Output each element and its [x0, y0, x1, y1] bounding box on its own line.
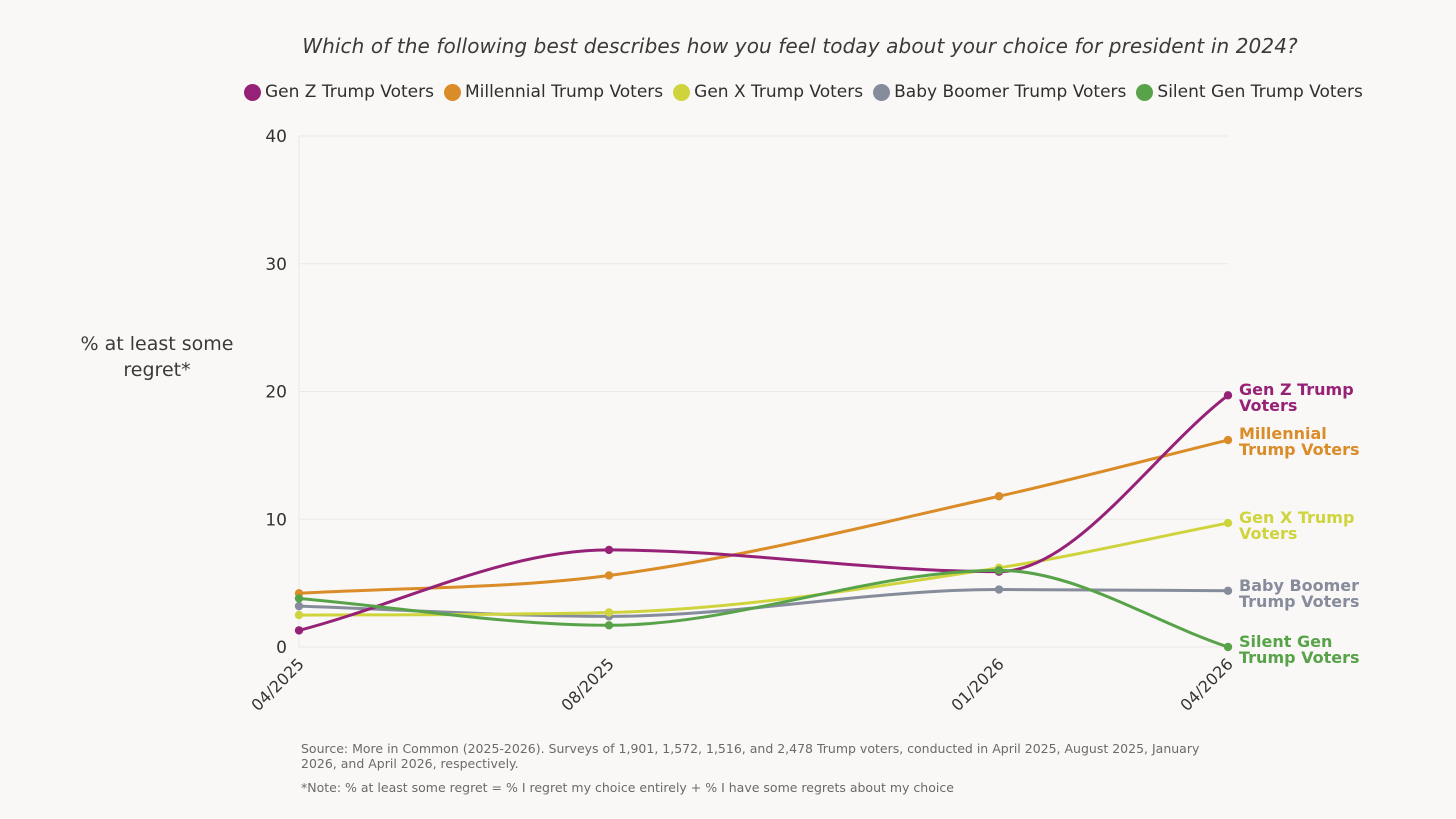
series-line-baby-boomer-trump-voters [297, 588, 1230, 618]
end-label-gen-x-trump-voters: Voters [1239, 524, 1297, 543]
data-point-baby-boomer-trump-voters [294, 601, 304, 611]
end-label-baby-boomer-trump-voters: Trump Voters [1239, 592, 1360, 611]
data-point-gen-z-trump-voters [1223, 391, 1233, 400]
end-label-gen-x-trump-voters: Gen X Trump [1239, 508, 1354, 527]
end-label-gen-z-trump-voters: Voters [1239, 396, 1297, 415]
legend-item-gen-z-trump-voters: Gen Z Trump Voters [244, 82, 434, 102]
legend-swatch [873, 83, 891, 101]
data-point-gen-x-trump-voters [1223, 518, 1233, 528]
legend-label: Gen X Trump Voters [694, 82, 864, 102]
chart-legend: Gen Z Trump Voters Millennial Trump Voter… [244, 82, 1363, 102]
series-line-silent-gen-trump-voters [297, 568, 1230, 649]
y-tick-label: 30 [265, 255, 287, 275]
data-point-millennial-trump-voters [994, 492, 1004, 501]
source-note: Source: More in Common (2025-2026). Surv… [301, 741, 1200, 771]
y-tick-label: 0 [276, 638, 287, 658]
y-tick-label: 10 [265, 510, 287, 530]
series-line-gen-x-trump-voters [297, 521, 1230, 617]
legend-swatch [443, 83, 461, 101]
legend-label: Baby Boomer Trump Voters [894, 82, 1127, 102]
y-tick-label: 40 [265, 127, 287, 147]
x-tick-label: 01/2026 [947, 654, 1007, 714]
x-tick-label: 04/2025 [247, 654, 307, 714]
data-point-gen-z-trump-voters [604, 545, 614, 555]
data-point-silent-gen-trump-voters [1223, 642, 1233, 652]
data-point-silent-gen-trump-voters [294, 594, 304, 603]
data-point-silent-gen-trump-voters [604, 621, 614, 630]
y-axis-label: % at least some regret* [80, 333, 234, 381]
chart-title: Which of the following best describes ho… [302, 34, 1298, 58]
data-point-baby-boomer-trump-voters [1223, 586, 1233, 595]
end-label-silent-gen-trump-voters: Silent Gen [1239, 632, 1332, 651]
legend-label: Silent Gen Trump Voters [1157, 82, 1363, 102]
legend-item-silent-gen-trump-voters: Silent Gen Trump Voters [1136, 82, 1363, 102]
end-label-baby-boomer-trump-voters: Baby Boomer [1239, 576, 1359, 595]
data-point-millennial-trump-voters [1223, 435, 1233, 445]
data-point-gen-x-trump-voters [604, 608, 614, 617]
legend-swatch [673, 83, 691, 101]
data-point-gen-z-trump-voters [294, 626, 304, 635]
legend-item-gen-x-trump-voters: Gen X Trump Voters [673, 82, 863, 102]
end-label-millennial-trump-voters: Millennial [1239, 424, 1327, 443]
data-point-millennial-trump-voters [604, 571, 614, 580]
footnotes: Source: More in Common (2025-2026). Surv… [301, 741, 1221, 795]
legend-label: Gen Z Trump Voters [265, 82, 434, 102]
data-point-gen-x-trump-voters [294, 610, 304, 620]
definition-note: *Note: % at least some regret = % I regr… [301, 780, 954, 795]
x-tick-label: 08/2025 [557, 654, 617, 714]
y-tick-label: 20 [265, 383, 287, 403]
legend-swatch [1136, 83, 1154, 101]
data-point-silent-gen-trump-voters [994, 566, 1004, 575]
end-label-millennial-trump-voters: Trump Voters [1239, 440, 1360, 459]
series-line-millennial-trump-voters [297, 438, 1230, 595]
series-line-gen-z-trump-voters [297, 393, 1230, 632]
legend-item-baby-boomer-trump-voters: Baby Boomer Trump Voters [873, 82, 1126, 102]
end-label-silent-gen-trump-voters: Trump Voters [1239, 648, 1360, 667]
legend-label: Millennial Trump Voters [464, 82, 664, 102]
end-label-gen-z-trump-voters: Gen Z Trump [1239, 380, 1354, 399]
legend-item-millennial-trump-voters: Millennial Trump Voters [443, 82, 664, 102]
legend-swatch [244, 83, 261, 101]
x-tick-label: 04/2026 [1176, 654, 1236, 714]
data-point-baby-boomer-trump-voters [994, 585, 1004, 594]
